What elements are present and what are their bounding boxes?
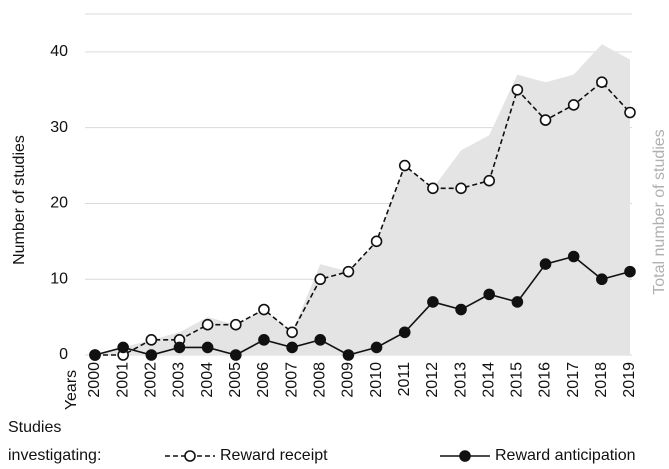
- x-tick-label: 2018: [593, 362, 610, 398]
- x-tick-label: 2003: [171, 362, 188, 398]
- x-tick-label: 2013: [452, 362, 469, 398]
- y-tick-label: 0: [59, 346, 68, 363]
- point: [286, 326, 298, 339]
- legend-title: investigating:: [8, 447, 101, 464]
- x-tick-label: 2010: [368, 362, 385, 398]
- point: [370, 235, 383, 248]
- y2-axis-label: Total number of studies: [651, 129, 668, 294]
- x-tick-label: 2007: [283, 362, 300, 398]
- x-axis-label: Years: [63, 370, 80, 410]
- x-tick-label: 2002: [143, 362, 160, 398]
- point: [455, 182, 467, 195]
- line: [95, 81, 631, 356]
- area: [95, 44, 630, 356]
- x-tick-label: 2014: [480, 362, 497, 398]
- point: [342, 349, 355, 361]
- point: [511, 296, 524, 308]
- point: [567, 99, 580, 111]
- point: [567, 250, 580, 263]
- point: [596, 273, 608, 286]
- x-tick-label: 2006: [255, 362, 272, 398]
- y-tick-label: 40: [50, 43, 68, 60]
- point: [201, 341, 214, 354]
- point: [511, 83, 524, 96]
- legend-marker: [459, 450, 471, 462]
- point: [145, 334, 158, 346]
- point: [201, 318, 214, 331]
- x-tick-label: 2011: [396, 362, 413, 397]
- y-axis-label: Number of studies: [11, 135, 28, 265]
- y-tick-label: 20: [50, 195, 68, 212]
- x-tick-label: 2012: [424, 362, 441, 398]
- point: [314, 334, 327, 346]
- x-tick-label: 2017: [565, 362, 582, 398]
- point: [539, 114, 552, 126]
- point: [596, 76, 608, 88]
- point: [229, 349, 242, 361]
- x-tick-label: 2009: [340, 362, 357, 398]
- legend-title: Studies: [8, 419, 61, 436]
- point: [173, 341, 186, 354]
- point: [370, 341, 383, 354]
- x-tick-label: 2015: [509, 362, 526, 398]
- point: [258, 334, 270, 346]
- point: [117, 341, 129, 354]
- x-tick-label: 2004: [199, 362, 216, 398]
- legend-label: Reward anticipation: [495, 447, 636, 464]
- x-tick-label: 2005: [227, 362, 244, 398]
- point: [398, 159, 411, 172]
- point: [314, 273, 327, 286]
- point: [229, 318, 242, 331]
- y-tick-label: 30: [50, 119, 68, 136]
- point: [624, 106, 636, 119]
- legend-label: Reward receipt: [220, 447, 328, 464]
- point: [286, 341, 298, 354]
- point: [89, 349, 101, 361]
- point: [342, 265, 355, 278]
- x-tick-label: 2016: [537, 362, 554, 398]
- x-tick-label: 2001: [114, 362, 131, 398]
- point: [427, 182, 439, 195]
- legend-marker: [184, 450, 196, 462]
- point: [145, 349, 158, 361]
- x-tick-label: 2019: [621, 362, 638, 398]
- point: [624, 265, 636, 278]
- x-tick-label: 2000: [86, 362, 103, 398]
- point: [483, 288, 496, 301]
- point: [455, 303, 467, 316]
- point: [483, 174, 496, 187]
- point: [398, 326, 411, 339]
- y-tick-label: 10: [50, 270, 68, 287]
- point: [539, 258, 552, 270]
- point: [427, 296, 439, 308]
- point: [258, 303, 270, 316]
- x-tick-label: 2008: [311, 362, 328, 398]
